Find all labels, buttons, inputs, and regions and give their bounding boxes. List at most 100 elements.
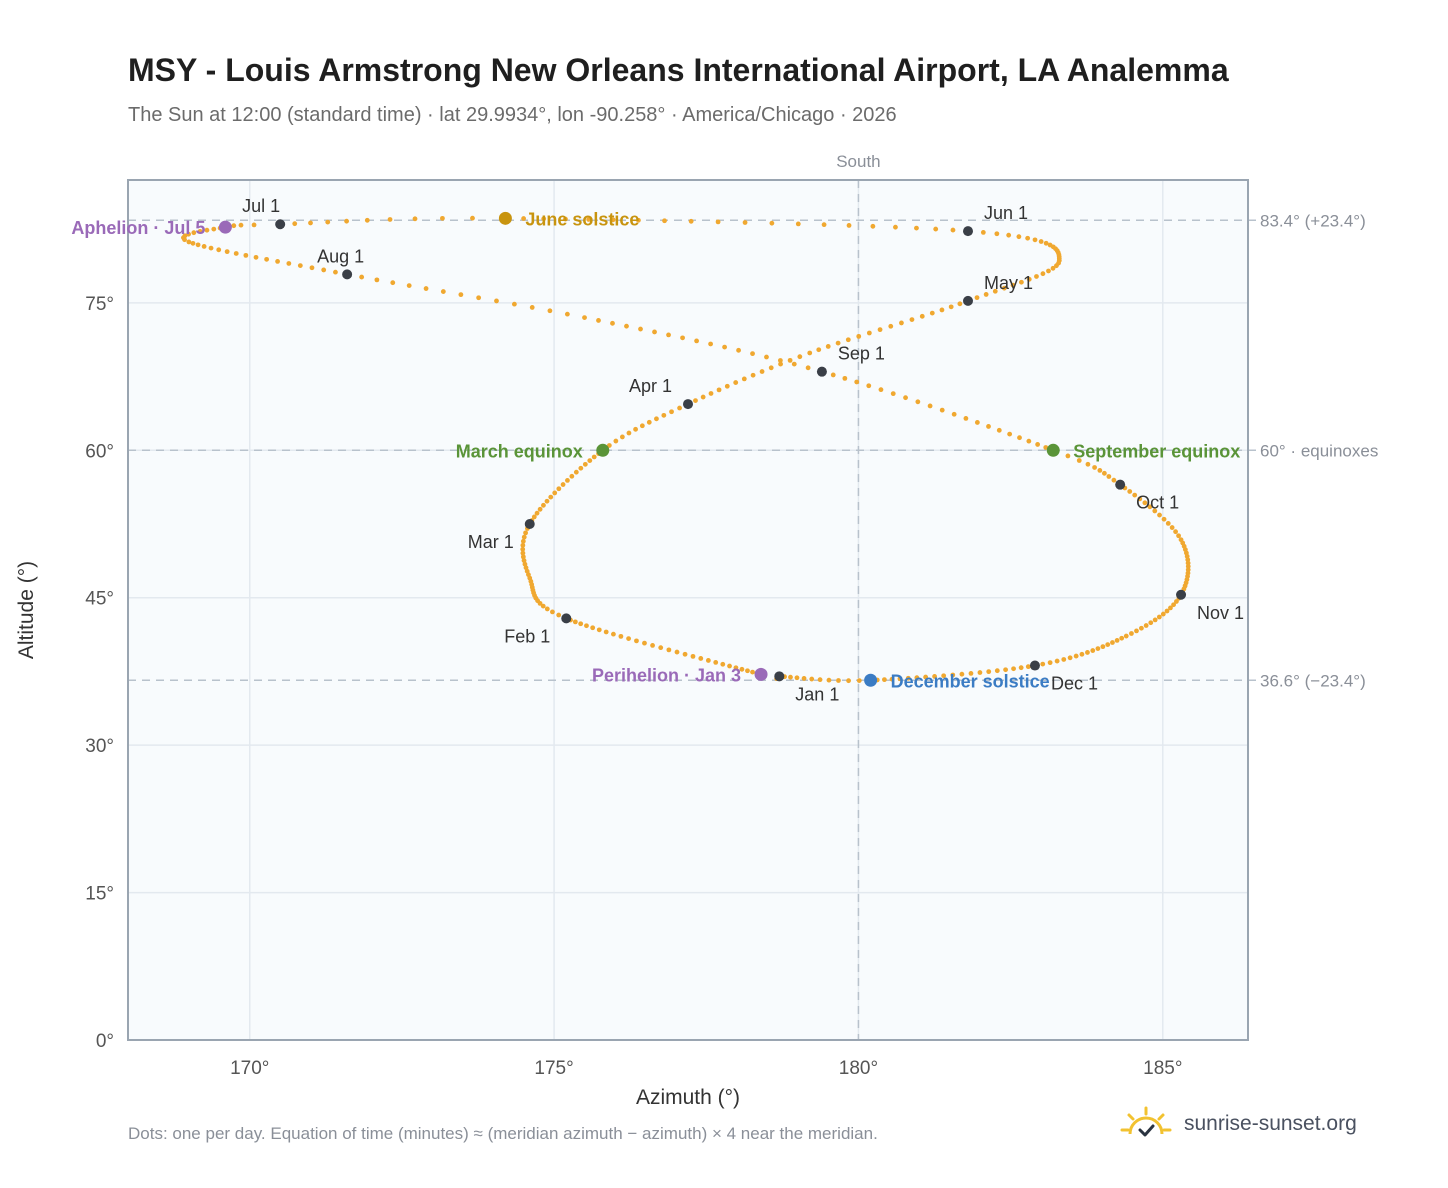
daily-dot <box>750 372 756 378</box>
x-tick-label: 185° <box>1143 1058 1182 1079</box>
daily-dot <box>959 671 965 677</box>
daily-dot <box>666 647 672 653</box>
daily-dot <box>933 226 939 232</box>
daily-dot <box>520 546 526 552</box>
daily-dot <box>957 301 963 307</box>
daily-dot <box>1123 633 1129 639</box>
y-tick-label: 15° <box>85 884 114 905</box>
daily-dot <box>582 315 587 320</box>
daily-dot <box>698 656 704 661</box>
daily-dot <box>919 313 925 319</box>
daily-dot <box>1043 240 1049 246</box>
daily-dot <box>544 498 550 504</box>
month-label: Sep 1 <box>838 344 885 364</box>
daily-dot <box>1032 237 1038 243</box>
daily-dot <box>1100 644 1106 650</box>
daily-dot <box>1040 661 1046 667</box>
daily-dot <box>939 407 945 413</box>
daily-dot <box>610 217 616 223</box>
daily-dot <box>231 223 237 229</box>
daily-dot <box>816 347 822 353</box>
daily-dot <box>390 280 396 286</box>
daily-dot <box>1038 239 1044 244</box>
brand[interactable]: sunrise-sunset.org <box>1120 1104 1357 1144</box>
daily-dot <box>1095 646 1101 652</box>
daily-dot <box>624 323 629 329</box>
daily-dot <box>611 631 616 637</box>
daily-dot <box>531 514 537 520</box>
daily-dot <box>374 277 380 283</box>
event-label: September equinox <box>1073 441 1240 461</box>
daily-dot <box>893 224 898 230</box>
reference-line-label: 83.4° (+23.4°) <box>1260 211 1366 230</box>
daily-dot <box>523 530 528 536</box>
daily-dot <box>1040 271 1046 277</box>
daily-dot <box>708 391 714 396</box>
daily-dot <box>541 502 546 508</box>
daily-dot <box>950 672 956 678</box>
daily-dot <box>1017 435 1022 441</box>
y-tick-label: 60° <box>85 441 114 462</box>
daily-dot <box>866 330 872 336</box>
daily-dot <box>1003 667 1008 673</box>
daily-dot <box>986 424 991 429</box>
daily-dot <box>1152 508 1158 514</box>
daily-dot <box>825 344 831 349</box>
month-marker <box>774 671 785 682</box>
daily-dot <box>520 550 526 556</box>
x-tick-label: 180° <box>839 1058 878 1079</box>
daily-dot <box>182 237 187 243</box>
daily-dot <box>537 506 543 512</box>
daily-dot <box>932 674 937 679</box>
daily-dot <box>233 251 239 256</box>
daily-dot <box>801 676 807 681</box>
y-tick-label: 30° <box>85 736 114 757</box>
daily-dot <box>619 434 625 440</box>
daily-dot <box>688 218 694 224</box>
daily-dot <box>994 231 1000 237</box>
daily-dot <box>1001 285 1007 291</box>
daily-dot <box>251 222 257 228</box>
daily-dot <box>564 311 570 317</box>
month-label: May 1 <box>984 273 1033 293</box>
daily-dot <box>745 668 750 674</box>
daily-dot <box>845 337 851 343</box>
daily-dot <box>736 347 741 353</box>
daily-dot <box>830 372 836 378</box>
daily-dot <box>1127 489 1133 494</box>
daily-dot <box>333 269 338 275</box>
daily-dot <box>992 288 998 294</box>
daily-dot <box>927 403 933 409</box>
daily-dot <box>550 609 555 615</box>
daily-dot <box>1046 268 1051 274</box>
month-label: Jun 1 <box>984 203 1028 223</box>
daily-dot <box>1047 660 1053 666</box>
daily-dot <box>610 320 615 326</box>
daily-dot <box>1025 235 1031 241</box>
daily-dot <box>1157 512 1162 518</box>
daily-dot <box>733 665 739 671</box>
daily-dot <box>1143 623 1149 628</box>
daily-dot <box>1025 664 1031 670</box>
daily-dot <box>520 542 526 548</box>
daily-dot <box>905 675 911 681</box>
daily-dot <box>541 216 547 222</box>
daily-dot <box>596 627 602 633</box>
daily-dot <box>590 625 596 631</box>
month-label: Apr 1 <box>629 376 672 396</box>
daily-dot <box>309 265 315 271</box>
daily-dot <box>292 221 298 227</box>
daily-dot <box>587 458 593 463</box>
x-tick-label: 175° <box>534 1058 573 1079</box>
daily-dot <box>821 222 827 228</box>
daily-dot <box>1137 496 1143 502</box>
daily-dot <box>877 327 883 333</box>
daily-dot <box>511 301 517 307</box>
daily-dot <box>1054 658 1060 664</box>
reference-line-label: 36.6° (−23.4°) <box>1260 671 1366 690</box>
month-marker <box>963 226 973 237</box>
event-marker <box>498 211 512 225</box>
daily-dot <box>1076 458 1082 463</box>
daily-dot <box>1110 640 1115 645</box>
daily-dot <box>1050 265 1056 271</box>
